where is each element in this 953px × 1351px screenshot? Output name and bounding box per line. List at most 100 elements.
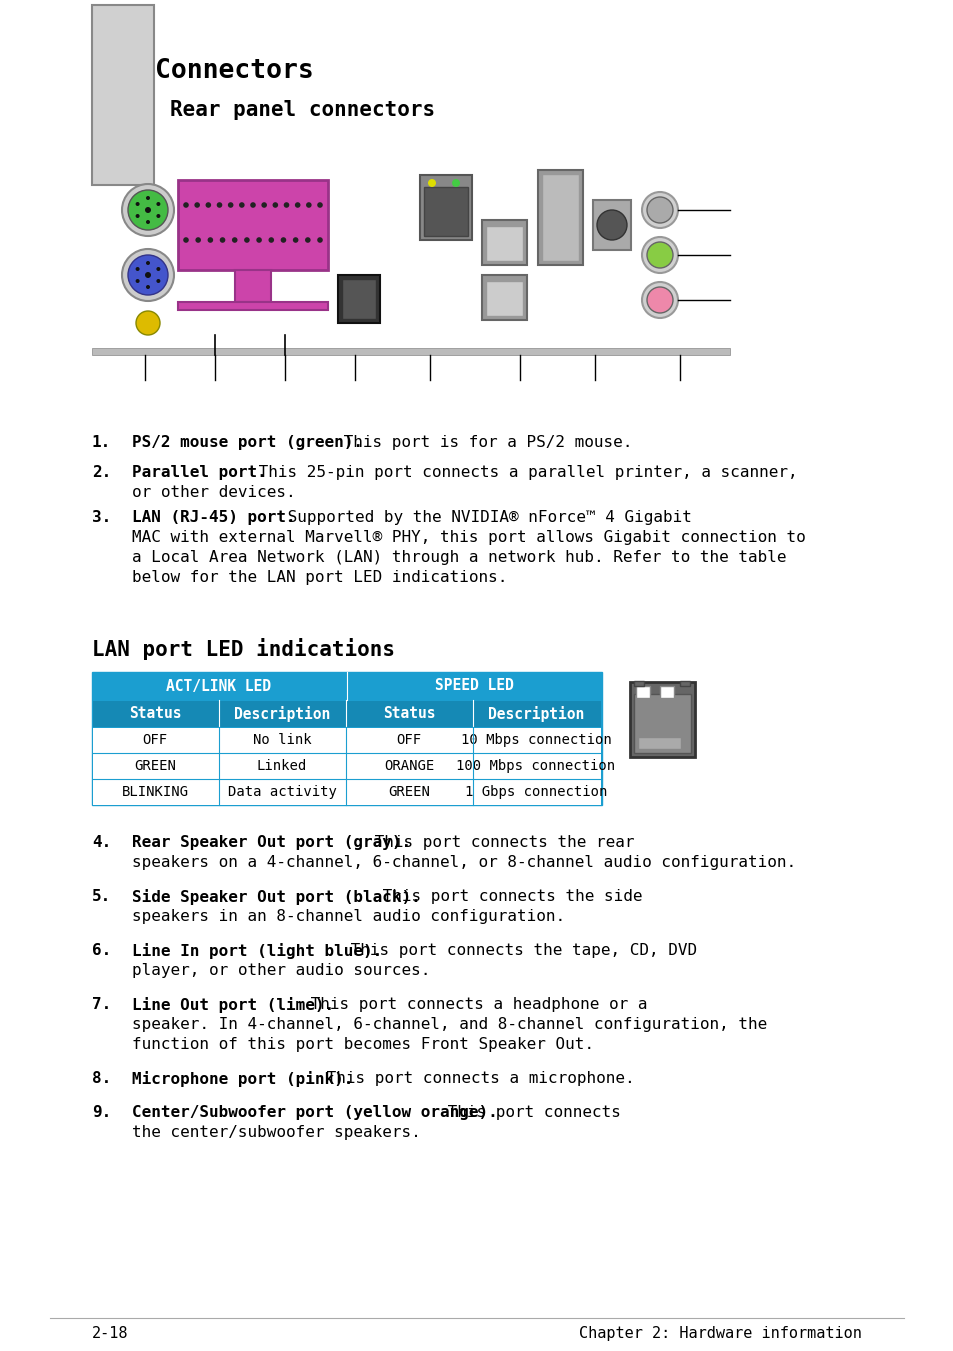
Circle shape <box>216 203 222 208</box>
Circle shape <box>597 209 626 240</box>
Circle shape <box>122 249 173 301</box>
Text: ORANGE: ORANGE <box>383 759 434 773</box>
Bar <box>537 170 582 265</box>
Text: Side Speaker Out port (black).: Side Speaker Out port (black). <box>132 889 420 905</box>
Bar <box>634 694 690 753</box>
Text: player, or other audio sources.: player, or other audio sources. <box>132 963 430 978</box>
Circle shape <box>293 238 298 243</box>
Circle shape <box>294 203 300 208</box>
Text: OFF: OFF <box>142 734 168 747</box>
Text: Status: Status <box>382 707 435 721</box>
Text: 4.: 4. <box>91 835 112 850</box>
Circle shape <box>122 184 173 236</box>
Text: This 25-pin port connects a parallel printer, a scanner,: This 25-pin port connects a parallel pri… <box>249 465 797 480</box>
Bar <box>337 276 379 323</box>
Circle shape <box>261 203 267 208</box>
Bar <box>485 281 522 316</box>
Bar <box>92 728 600 753</box>
Circle shape <box>646 197 672 223</box>
Text: 2.7.1: 2.7.1 <box>91 100 155 120</box>
Text: Rear Speaker Out port (gray).: Rear Speaker Out port (gray). <box>132 835 411 850</box>
Circle shape <box>428 178 436 186</box>
Text: Center/Subwoofer port (yellow orange).: Center/Subwoofer port (yellow orange). <box>132 1105 497 1120</box>
Circle shape <box>208 238 213 243</box>
Circle shape <box>646 286 672 313</box>
Circle shape <box>256 238 262 243</box>
Circle shape <box>306 203 312 208</box>
Bar <box>419 176 472 240</box>
Circle shape <box>145 272 151 278</box>
Text: 6.: 6. <box>91 943 112 958</box>
Circle shape <box>146 285 150 289</box>
Bar <box>481 276 526 320</box>
Circle shape <box>316 203 322 208</box>
Circle shape <box>135 267 139 272</box>
Circle shape <box>135 203 139 205</box>
Text: 8.: 8. <box>91 1071 112 1086</box>
Circle shape <box>250 203 255 208</box>
Text: LAN port LED indications: LAN port LED indications <box>91 638 395 661</box>
Bar <box>341 280 375 319</box>
Text: 3.: 3. <box>91 509 112 526</box>
Circle shape <box>268 238 274 243</box>
Text: the center/subwoofer speakers.: the center/subwoofer speakers. <box>132 1125 420 1140</box>
Text: This port connects the tape, CD, DVD: This port connects the tape, CD, DVD <box>341 943 697 958</box>
Text: This port connects a microphone.: This port connects a microphone. <box>316 1071 634 1086</box>
Text: This port connects the side: This port connects the side <box>374 889 642 904</box>
Circle shape <box>305 238 311 243</box>
Bar <box>92 780 600 805</box>
Text: 5.: 5. <box>91 889 112 904</box>
Text: speakers in an 8-channel audio configuration.: speakers in an 8-channel audio configura… <box>132 909 564 924</box>
Text: MAC with external Marvell® PHY, this port allows Gigabit connection to: MAC with external Marvell® PHY, this por… <box>132 530 805 544</box>
Text: Description: Description <box>233 705 330 721</box>
Text: 2.7: 2.7 <box>91 58 139 84</box>
Bar <box>679 681 689 686</box>
Circle shape <box>135 213 139 218</box>
Text: OFF: OFF <box>396 734 421 747</box>
Bar <box>659 686 673 698</box>
Text: This port is for a PS/2 mouse.: This port is for a PS/2 mouse. <box>334 435 632 450</box>
Bar <box>92 754 600 780</box>
Text: Supported by the NVIDIA® nForce™ 4 Gigabit: Supported by the NVIDIA® nForce™ 4 Gigab… <box>277 509 691 526</box>
Text: 100 Mbps connection: 100 Mbps connection <box>456 759 615 773</box>
Circle shape <box>156 280 160 282</box>
Text: Status: Status <box>129 707 181 721</box>
Circle shape <box>136 311 160 335</box>
Text: speakers on a 4-channel, 6-channel, or 8-channel audio configuration.: speakers on a 4-channel, 6-channel, or 8… <box>132 855 796 870</box>
Text: Chapter 2: Hardware information: Chapter 2: Hardware information <box>578 1325 862 1342</box>
Bar <box>91 671 601 805</box>
Bar <box>91 5 153 185</box>
Circle shape <box>128 255 168 295</box>
Text: Data activity: Data activity <box>228 785 336 798</box>
Circle shape <box>641 236 678 273</box>
Bar <box>91 349 729 355</box>
Circle shape <box>232 238 237 243</box>
Bar <box>178 180 328 270</box>
Circle shape <box>205 203 211 208</box>
Circle shape <box>183 203 189 208</box>
Text: Parallel port.: Parallel port. <box>132 465 267 480</box>
Text: LAN (RJ-45) port.: LAN (RJ-45) port. <box>132 509 295 526</box>
Text: speaker. In 4-channel, 6-channel, and 8-channel configuration, the: speaker. In 4-channel, 6-channel, and 8-… <box>132 1017 766 1032</box>
Bar <box>481 220 526 265</box>
Circle shape <box>273 203 278 208</box>
Circle shape <box>146 261 150 265</box>
Text: 1.: 1. <box>91 435 112 450</box>
Bar <box>593 200 630 250</box>
Bar <box>178 303 328 309</box>
Bar <box>541 174 578 261</box>
Circle shape <box>239 203 244 208</box>
Circle shape <box>452 178 459 186</box>
Circle shape <box>280 238 286 243</box>
Text: No link: No link <box>253 734 311 747</box>
Circle shape <box>219 238 225 243</box>
Circle shape <box>146 220 150 224</box>
Circle shape <box>194 203 200 208</box>
Text: GREEN: GREEN <box>388 785 430 798</box>
Circle shape <box>156 267 160 272</box>
Circle shape <box>128 190 168 230</box>
Text: or other devices.: or other devices. <box>132 485 295 500</box>
Text: SPEED LED: SPEED LED <box>435 678 513 693</box>
Text: 9.: 9. <box>91 1105 112 1120</box>
Text: This port connects: This port connects <box>437 1105 620 1120</box>
